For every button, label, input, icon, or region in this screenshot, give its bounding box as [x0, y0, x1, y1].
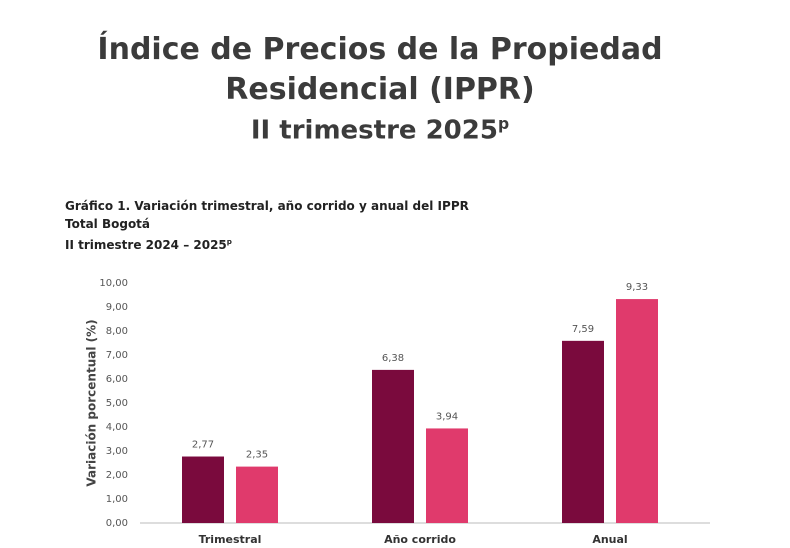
x-tick-label: Trimestral	[199, 533, 262, 546]
period-text: II trimestre 2024 – 2025	[65, 238, 227, 252]
bar	[562, 340, 604, 523]
y-tick-label: 5,00	[106, 398, 128, 409]
value-label: 6,38	[382, 353, 404, 364]
period-superscript: p	[226, 237, 232, 246]
y-tick-label: 10,00	[99, 278, 128, 289]
y-tick-label: 6,00	[106, 374, 128, 385]
bar	[182, 456, 224, 523]
chart-subtitle: Gráfico 1. Variación trimestral, año cor…	[65, 198, 469, 255]
value-label: 2,35	[246, 450, 268, 461]
bar	[616, 299, 658, 523]
period-superscript: p	[497, 115, 510, 133]
period-text: II trimestre 2025	[250, 115, 498, 146]
value-label: 3,94	[436, 411, 458, 422]
report-title: Índice de Precios de la Propiedad Reside…	[0, 30, 760, 110]
subtitle-line: II trimestre 2024 – 2025p	[65, 233, 469, 255]
title-line: Índice de Precios de la Propiedad	[97, 32, 663, 67]
value-label: 9,33	[626, 282, 648, 293]
y-tick-label: 2,00	[106, 470, 128, 481]
value-label: 7,59	[572, 324, 594, 335]
subtitle-line: Gráfico 1. Variación trimestral, año cor…	[65, 199, 469, 213]
x-tick-label: Año corrido	[384, 533, 456, 546]
bar	[426, 428, 468, 523]
x-tick-label: Anual	[592, 533, 627, 546]
y-tick-label: 3,00	[106, 446, 128, 457]
subtitle-line: Total Bogotá	[65, 216, 151, 231]
bar	[236, 466, 278, 523]
y-tick-label: 7,00	[106, 350, 128, 361]
y-tick-label: 1,00	[106, 494, 128, 505]
y-tick-label: 8,00	[106, 326, 128, 337]
y-axis-label: Variación porcentual (%)	[85, 319, 99, 486]
y-tick-label: 9,00	[106, 302, 128, 313]
value-label: 2,77	[192, 440, 214, 451]
bar	[372, 369, 414, 523]
y-tick-label: 0,00	[106, 518, 128, 529]
report-period: II trimestre 2025p	[0, 115, 760, 146]
title-line: Residencial (IPPR)	[225, 72, 535, 107]
y-tick-label: 4,00	[106, 422, 128, 433]
